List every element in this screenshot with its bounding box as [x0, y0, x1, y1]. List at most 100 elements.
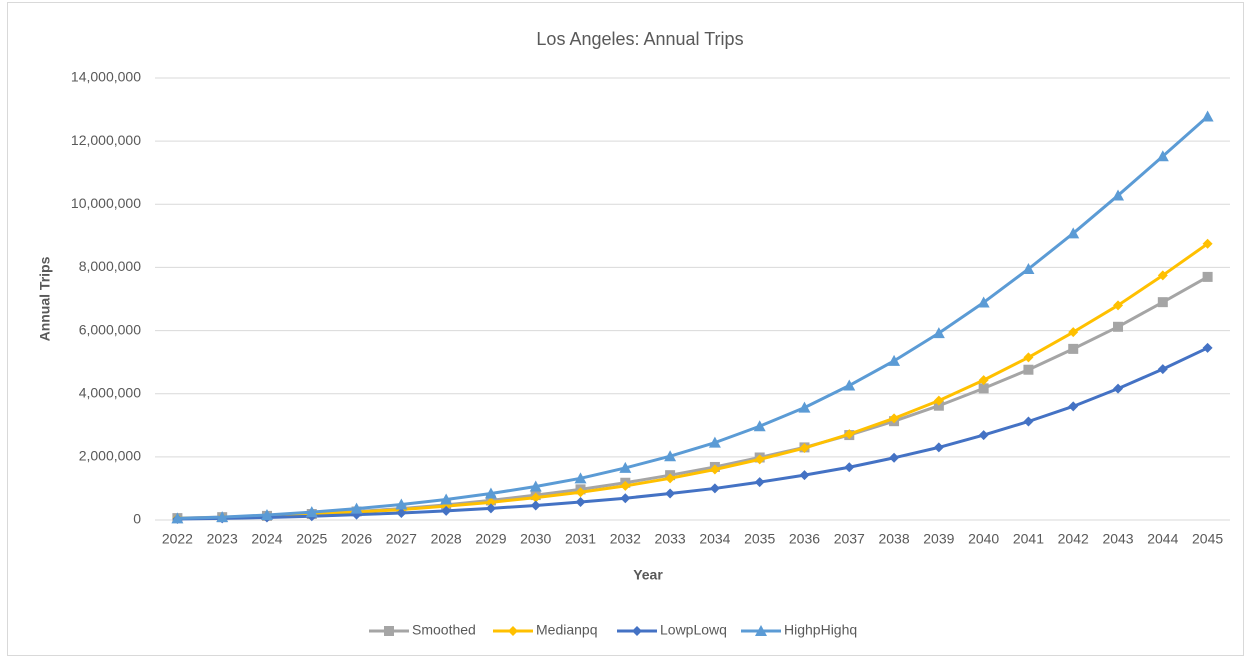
marker [1202, 342, 1213, 353]
legend-marker [508, 626, 518, 636]
marker [799, 470, 810, 481]
y-tick-label: 12,000,000 [71, 132, 141, 148]
marker [574, 472, 587, 484]
marker [978, 430, 989, 441]
x-tick-label: 2033 [655, 531, 686, 547]
marker [1113, 321, 1124, 332]
legend-marker [755, 625, 767, 636]
marker [396, 508, 407, 519]
marker [1067, 227, 1080, 239]
legend-item: Medianpq [493, 622, 598, 638]
x-tick-label: 2027 [386, 531, 417, 547]
x-tick-label: 2032 [610, 531, 641, 547]
x-tick-label: 2022 [162, 531, 193, 547]
x-tick-label: 2029 [475, 531, 506, 547]
legend-item: Smoothed [369, 622, 476, 638]
x-tick-label: 2045 [1192, 531, 1223, 547]
marker [889, 452, 900, 463]
marker [1157, 270, 1168, 281]
marker [620, 480, 631, 491]
marker [799, 443, 810, 454]
x-tick-label: 2038 [878, 531, 909, 547]
marker [933, 400, 944, 411]
y-axis-title: Annual Trips [37, 256, 53, 341]
marker [843, 379, 856, 391]
marker [1201, 110, 1214, 122]
marker [1112, 189, 1125, 201]
x-tick-label: 2039 [923, 531, 954, 547]
legend-label: Smoothed [412, 622, 476, 638]
x-tick-label: 2040 [968, 531, 999, 547]
x-tick-label: 2034 [699, 531, 730, 547]
y-tick-label: 10,000,000 [71, 195, 141, 211]
x-tick-label: 2023 [207, 531, 238, 547]
marker [1023, 364, 1034, 375]
legend-item: HighpHighq [741, 622, 857, 638]
marker [1068, 343, 1079, 354]
marker [441, 505, 452, 516]
x-tick-label: 2042 [1058, 531, 1089, 547]
marker [529, 480, 542, 492]
x-tick-label: 2037 [834, 531, 865, 547]
marker [977, 296, 990, 308]
marker [888, 354, 901, 366]
x-tick-label: 2044 [1147, 531, 1178, 547]
marker [619, 461, 632, 473]
marker [1113, 300, 1124, 311]
marker [1157, 364, 1168, 375]
marker [1023, 352, 1034, 363]
marker [395, 498, 408, 510]
legend-marker [632, 626, 642, 636]
marker [575, 487, 586, 498]
marker [350, 502, 363, 514]
series-line [177, 242, 1209, 520]
marker [1068, 327, 1079, 338]
series-line [177, 346, 1209, 521]
x-tick-label: 2025 [296, 531, 327, 547]
marker [485, 503, 496, 514]
chart-border [7, 2, 1244, 656]
marker [844, 429, 855, 440]
legend-label: Medianpq [536, 622, 598, 638]
marker [260, 508, 273, 520]
x-tick-label: 2026 [341, 531, 372, 547]
x-axis-title: Year [633, 567, 663, 583]
marker [1156, 150, 1169, 162]
marker [708, 436, 721, 448]
marker [754, 454, 765, 465]
marker [575, 497, 586, 508]
chart-title: Los Angeles: Annual Trips [536, 29, 743, 49]
y-tick-label: 8,000,000 [79, 258, 141, 274]
marker [709, 464, 720, 475]
marker [665, 488, 676, 499]
x-tick-label: 2028 [431, 531, 462, 547]
legend-label: HighpHighq [784, 622, 857, 638]
marker [753, 420, 766, 432]
marker [1202, 238, 1213, 249]
x-tick-label: 2035 [744, 531, 775, 547]
legend-marker [384, 626, 394, 636]
marker [933, 442, 944, 453]
marker [530, 500, 541, 511]
marker [171, 512, 184, 524]
marker [978, 375, 989, 386]
marker [664, 450, 677, 462]
y-tick-label: 0 [133, 511, 141, 527]
marker [889, 413, 900, 424]
marker [754, 477, 765, 488]
y-tick-label: 4,000,000 [79, 384, 141, 400]
marker [844, 462, 855, 473]
marker [1202, 271, 1213, 282]
marker [1157, 297, 1168, 308]
marker [216, 511, 229, 523]
x-tick-label: 2031 [565, 531, 596, 547]
marker [485, 497, 496, 508]
marker [978, 383, 989, 394]
marker [932, 327, 945, 339]
marker [440, 493, 453, 505]
x-tick-label: 2043 [1102, 531, 1133, 547]
marker [798, 401, 811, 413]
marker [1068, 401, 1079, 412]
marker [933, 395, 944, 406]
